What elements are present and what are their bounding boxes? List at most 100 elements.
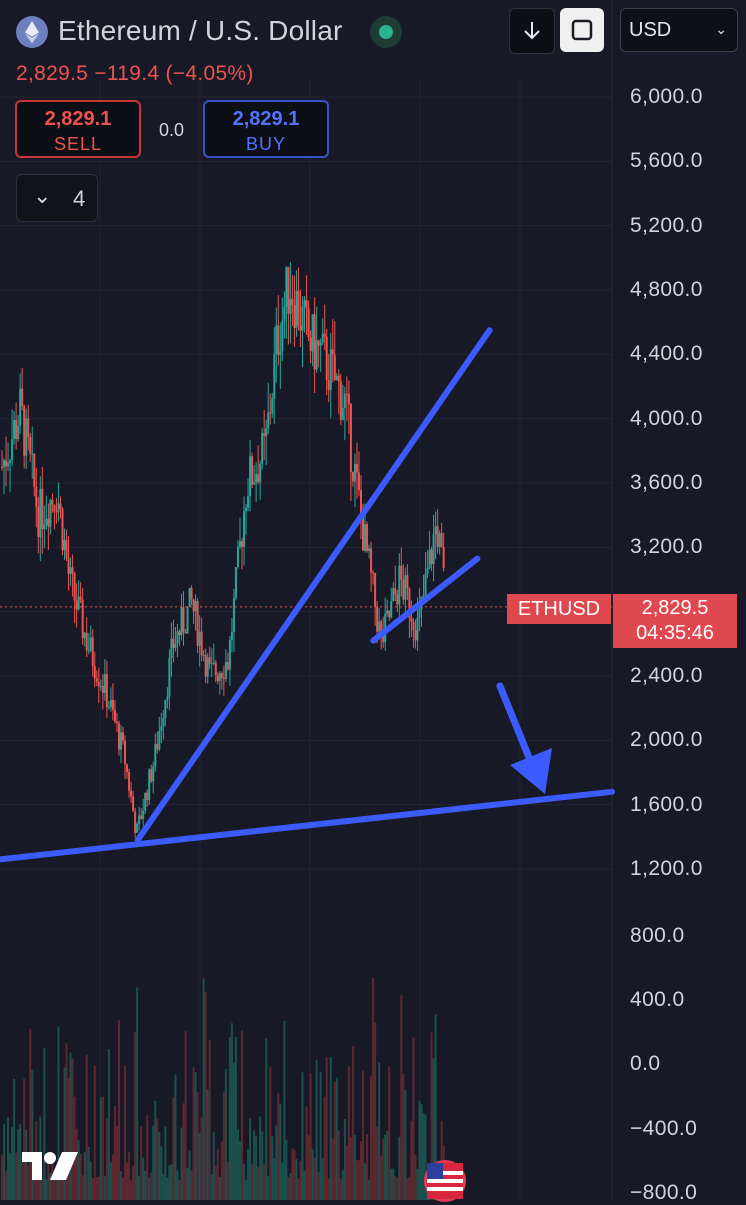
volume-bar xyxy=(63,1067,66,1200)
volume-bar xyxy=(366,1134,369,1200)
candle-body xyxy=(370,548,373,573)
candle-body xyxy=(295,290,298,328)
volume-bar xyxy=(347,1066,350,1200)
candlesticks xyxy=(1,261,445,838)
volume-bar xyxy=(130,1179,133,1200)
candle-body xyxy=(275,325,278,354)
price-axis-label: 5,200.0 xyxy=(630,213,703,237)
candle-body xyxy=(436,526,439,547)
volume-bar xyxy=(339,1178,342,1200)
candle-body xyxy=(97,681,100,687)
volume-bar xyxy=(136,987,139,1200)
candle-body xyxy=(301,306,304,331)
candle-body xyxy=(124,740,127,765)
volume-bar xyxy=(315,1059,318,1200)
candle-body xyxy=(194,601,197,612)
volume-bar xyxy=(329,1056,332,1200)
indicator-count: 4 xyxy=(73,186,86,211)
buy-button[interactable]: 2,829.1 BUY xyxy=(203,100,329,158)
candle-body xyxy=(1,466,3,468)
volume-bar xyxy=(89,1161,92,1200)
volume-bar xyxy=(67,1078,70,1200)
volume-bar xyxy=(59,1164,62,1200)
candle-body xyxy=(37,506,40,538)
candle-body xyxy=(202,654,205,656)
volume-bar xyxy=(166,1177,169,1200)
candle-body xyxy=(364,524,367,551)
candle-body xyxy=(392,588,395,602)
sell-button[interactable]: 2,829.1 SELL xyxy=(15,100,141,158)
volume-bar xyxy=(249,1118,252,1200)
candle-body xyxy=(323,333,326,337)
candle-body xyxy=(160,726,163,732)
volume-bar xyxy=(174,1075,177,1200)
volume-bar xyxy=(402,1073,405,1200)
candle-body xyxy=(259,463,262,483)
candle-body xyxy=(99,686,102,688)
volume-bar xyxy=(323,1096,326,1200)
candle-body xyxy=(200,631,203,656)
candle-body xyxy=(410,617,413,623)
us-flag-icon[interactable] xyxy=(424,1160,466,1202)
candle-body xyxy=(331,349,334,355)
volume-bar xyxy=(424,1114,427,1200)
chevron-down-icon: ⌄ xyxy=(33,183,52,208)
candle-body xyxy=(414,630,417,641)
volume-bar xyxy=(85,1054,88,1200)
volume-bar xyxy=(202,978,205,1200)
candle-body xyxy=(29,436,32,454)
candle-body xyxy=(17,426,20,439)
volume-bar xyxy=(345,1145,348,1200)
currency-select[interactable]: USD ⌄ xyxy=(620,8,738,52)
volume-bar xyxy=(230,1023,233,1200)
candle-body xyxy=(283,307,286,321)
volume-bar xyxy=(103,1175,106,1200)
tradingview-logo-icon[interactable] xyxy=(20,1150,80,1187)
volume-bar xyxy=(251,1163,254,1200)
candle-body xyxy=(204,654,207,677)
candle-body xyxy=(408,588,411,618)
candle-body xyxy=(216,675,219,682)
volume-axis-label: 800.0 xyxy=(630,924,685,947)
volume-bar xyxy=(113,1105,116,1200)
candle-body xyxy=(198,631,201,646)
candle-body xyxy=(388,610,391,618)
candle-body xyxy=(287,267,290,314)
volume-bar xyxy=(192,1067,195,1200)
volume-bar xyxy=(188,1150,191,1200)
volume-bar xyxy=(126,1162,129,1200)
symbol-tag: ETHUSD xyxy=(507,594,611,624)
candle-body xyxy=(140,815,143,819)
market-status-icon[interactable] xyxy=(370,16,402,48)
volume-bar xyxy=(269,1067,272,1200)
volume-bar xyxy=(194,1072,197,1200)
candle-body xyxy=(249,456,252,497)
volume-bar xyxy=(386,1130,389,1200)
fullscreen-button[interactable] xyxy=(560,8,604,52)
volume-bar xyxy=(95,1177,98,1200)
volume-bar xyxy=(384,1134,387,1200)
candle-body xyxy=(122,732,125,741)
candle-body xyxy=(71,567,74,574)
candle-body xyxy=(111,699,114,710)
volume-bar xyxy=(61,1177,64,1200)
candle-body xyxy=(196,601,199,646)
trendline-long-support xyxy=(0,788,615,863)
indicators-toggle[interactable]: ⌄ 4 xyxy=(16,174,98,222)
trendlines xyxy=(0,327,615,863)
volume-bar xyxy=(261,1131,264,1200)
volume-bar xyxy=(355,1159,358,1200)
candle-body xyxy=(61,508,64,551)
volume-bar xyxy=(247,1149,250,1200)
download-button[interactable] xyxy=(509,8,555,54)
candle-body xyxy=(349,403,352,472)
candle-body xyxy=(148,769,151,801)
symbol-title[interactable]: Ethereum / U.S. Dollar xyxy=(58,15,343,46)
candle-body xyxy=(236,546,239,568)
candle-body xyxy=(341,408,344,420)
candle-body xyxy=(309,337,312,352)
volume-bar xyxy=(57,1026,60,1200)
volume-axis-label: −400.0 xyxy=(630,1117,698,1140)
volume-bar xyxy=(408,1176,411,1200)
